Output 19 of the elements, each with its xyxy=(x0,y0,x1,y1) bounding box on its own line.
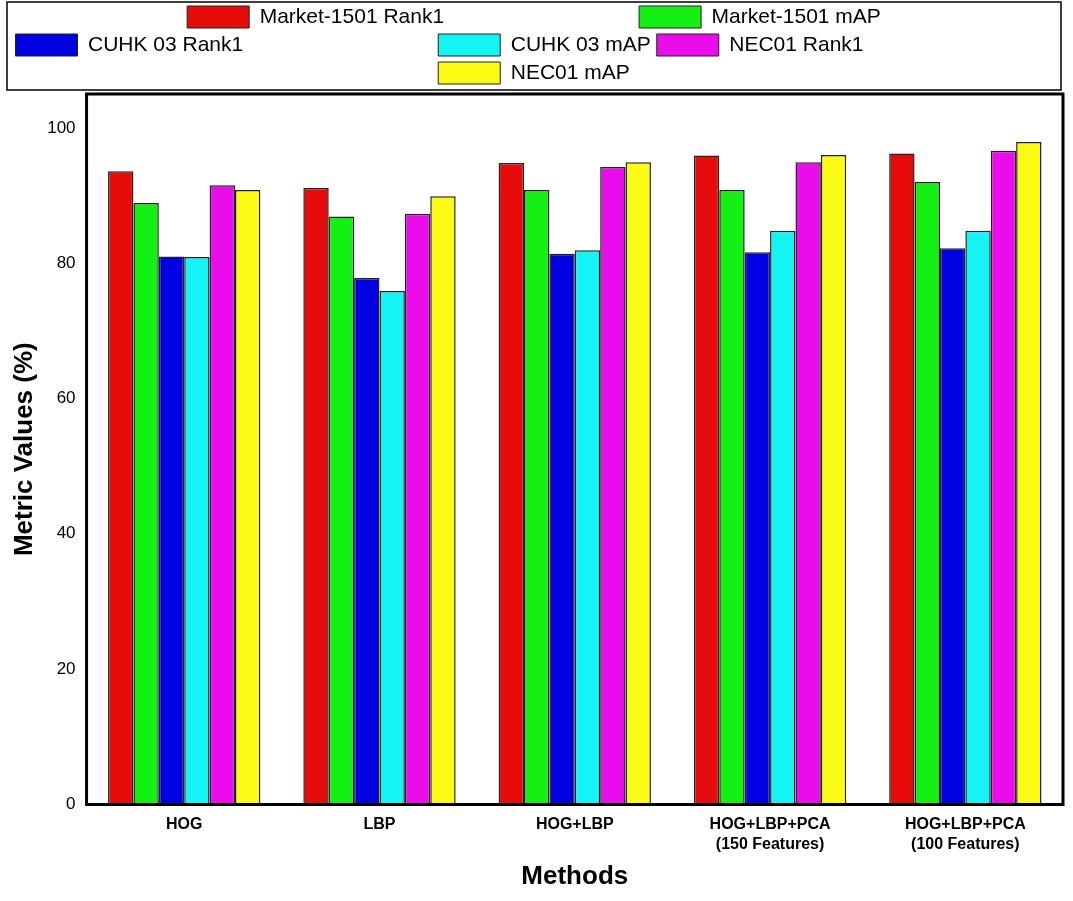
x-tick-label: HOG xyxy=(165,815,203,833)
legend-label: NEC01 Rank1 xyxy=(729,31,1053,55)
y-tick-label: 60 xyxy=(56,388,76,408)
legend-label: Market-1501 mAP xyxy=(711,3,881,27)
legend-label: CUHK 03 mAP xyxy=(510,31,651,55)
y-tick-label: 40 xyxy=(56,523,76,543)
y-tick-label: 0 xyxy=(66,794,76,814)
y-tick-label: 100 xyxy=(47,117,76,137)
x-tick-label: HOG+LBP+PCA (100 Features) xyxy=(904,815,1027,852)
legend-label: NEC01 mAP xyxy=(510,59,630,83)
x-axis-title: Methods xyxy=(521,859,629,890)
x-tick-label: LBP xyxy=(363,815,396,833)
x-tick-label: HOG+LBP xyxy=(535,815,614,833)
y-tick-label: 80 xyxy=(56,252,76,272)
legend-label: CUHK 03 Rank1 xyxy=(88,31,433,55)
y-tick-label: 20 xyxy=(56,658,76,678)
y-axis-title: Metric Values (%) xyxy=(7,342,38,557)
legend-label: Market-1501 Rank1 xyxy=(259,3,634,27)
x-tick-label: HOG+LBP+PCA (150 Features) xyxy=(709,815,831,852)
